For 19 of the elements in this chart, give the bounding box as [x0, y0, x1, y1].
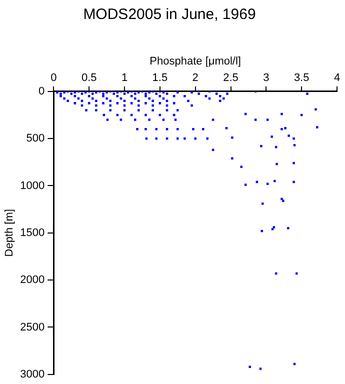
x-tick-label: 2 [192, 72, 198, 84]
x-tick-label: 0 [50, 72, 57, 84]
x-tick-label: 0.5 [81, 72, 97, 84]
x-axis-title: Phosphate [μmol/l] [150, 56, 242, 68]
x-tick-label: 4 [334, 72, 340, 84]
x-tick-label: 1 [121, 72, 128, 84]
y-tick-label: 0 [38, 85, 45, 98]
x-tick-label: 1.5 [152, 72, 168, 84]
x-tick-label: 3 [263, 72, 270, 84]
y-tick-label: 500 [26, 132, 45, 145]
y-tick-label: 1000 [20, 180, 45, 192]
chart-title: MODS2005 in June, 1969 [83, 6, 256, 24]
x-tick-label: 2.5 [223, 72, 238, 84]
y-tick-label: 3000 [20, 368, 45, 380]
x-tick-label: 3.5 [294, 72, 310, 84]
y-tick-label: 2500 [20, 321, 45, 334]
y-axis-title: Depth [m] [4, 209, 16, 257]
y-tick-label: 1500 [20, 226, 45, 239]
y-tick-label: 2000 [20, 274, 45, 286]
